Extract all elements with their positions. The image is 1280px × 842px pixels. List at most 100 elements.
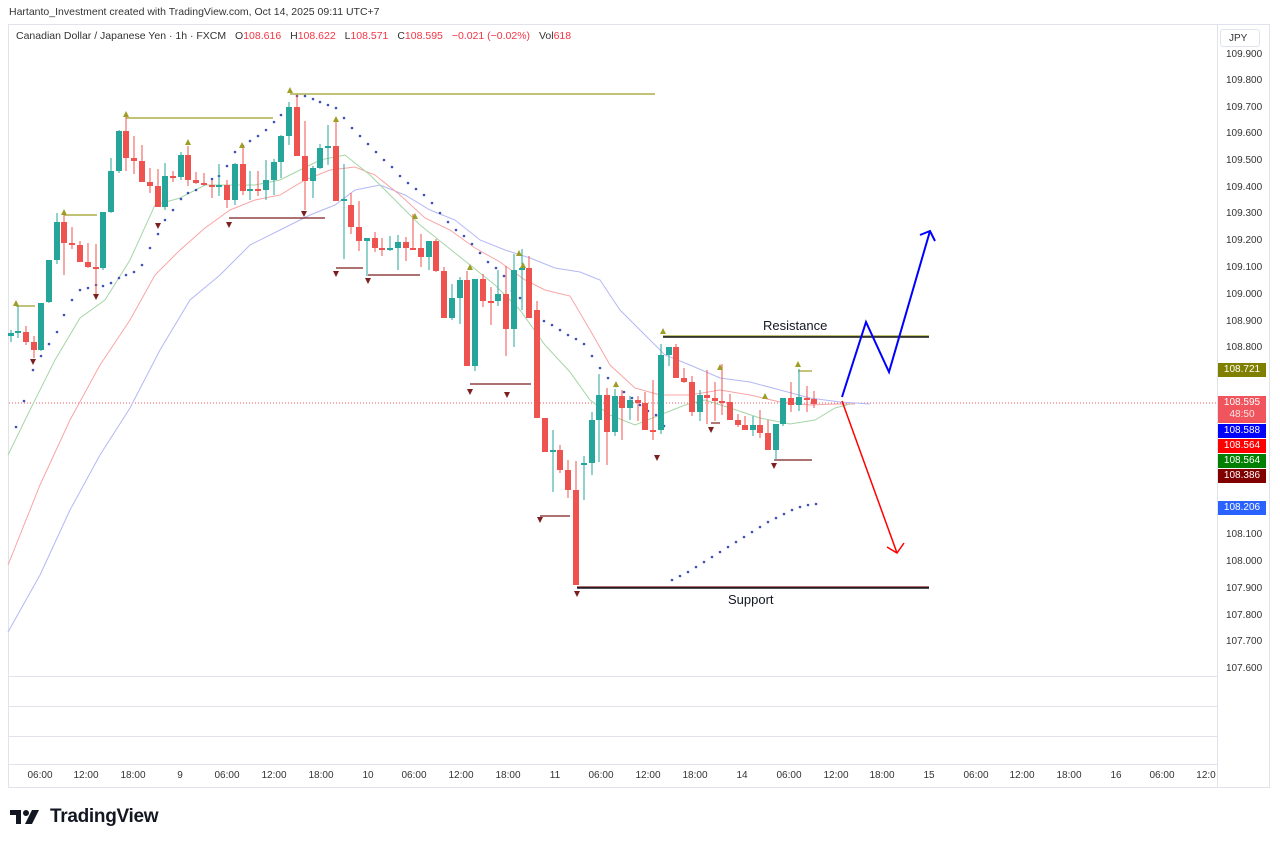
psar-dot [454,228,458,232]
last-price-value: 108.595 [1223,397,1261,408]
candle-body [325,146,331,148]
candle-body [796,397,802,405]
pane-divider[interactable] [9,736,1217,737]
candle-body [765,433,771,450]
candle-body [550,450,556,452]
low-value: 108.571 [350,30,389,42]
psar-dot [550,323,554,327]
candle-body [472,279,478,366]
psar-dot [494,266,498,270]
pivot-low-marker-icon [504,392,510,398]
psar-dot [406,181,410,185]
candle-body [147,182,153,186]
psar-dot [390,165,394,169]
change-value: −0.021 (−0.02%) [451,30,531,42]
psar-dot [622,390,626,394]
psar-dot [630,396,634,400]
candle-body [635,400,641,403]
pivot-low-marker-icon [654,455,660,461]
pivot-low-marker-icon [537,517,543,523]
candle-body [46,260,52,302]
time-tick-label: 14 [736,770,748,781]
time-tick-label: 9 [177,770,183,781]
psar-dot [78,288,82,292]
psar-dot [502,274,506,278]
candle-body [697,395,703,412]
candle-body [403,242,409,248]
candle-body [542,418,548,452]
price-badge: 108.588 [1218,424,1266,438]
time-tick-label: 12:00 [448,770,474,781]
pivot-low-marker-icon [155,223,161,229]
candle-body [302,156,308,181]
open-label: O [235,30,244,42]
psar-dot [179,197,183,201]
candle-body [712,398,718,401]
psar-dot [750,530,754,534]
psar-dot [758,525,762,529]
candle-body [565,470,571,490]
price-axis-separator [1217,24,1218,788]
pivot-low-marker-icon [365,278,371,284]
candle-body [480,279,486,301]
psar-dot [62,313,66,317]
psar-dot [558,328,562,332]
pane-divider[interactable] [9,676,1217,677]
psar-dot [342,116,346,120]
time-tick-label: 06:00 [27,770,53,781]
psar-dot [22,399,26,403]
psar-dot [86,286,90,290]
candle-body [673,347,679,378]
time-tick-label: 10 [362,770,374,781]
psar-dot [782,512,786,516]
price-tick-label: 107.900 [1226,583,1263,594]
time-tick-label: 18:00 [682,770,708,781]
tradingview-logo[interactable]: TradingView [10,806,159,828]
price-tick-label: 109.200 [1226,235,1263,246]
bullish-arrowhead-icon [919,229,936,242]
psar-dot [148,246,152,250]
candle-body [604,395,610,432]
psar-dot [694,565,698,569]
psar-dot [303,94,307,98]
psar-dot [109,281,113,285]
candle-body [317,148,323,168]
candle-body [488,301,494,303]
psar-dot [814,502,818,506]
psar-dot [171,208,175,212]
resistance-label: Resistance [763,318,828,333]
psar-dot [462,234,466,238]
candle-body [278,136,284,162]
pivot-low-marker-icon [226,222,232,228]
pivot-high-marker-icon [13,300,19,306]
psar-dot [486,260,490,264]
price-tick-label: 108.100 [1226,529,1263,540]
bearish-scenario-arrow [841,400,898,554]
psar-dot [279,113,283,117]
psar-dot [670,578,674,582]
pivot-high-marker-icon [287,87,293,93]
psar-dot [710,555,714,559]
candle-body [395,242,401,248]
candle-body [162,176,168,207]
time-tick-label: 12:0 [1196,770,1216,781]
pivot-low-marker-icon [30,359,36,365]
time-axis[interactable]: 06:00 12:00 18:00 9 06:00 12:00 18:00 10 06:00 12… [9,764,1217,788]
psar-dot [70,298,74,302]
psar-dot [742,535,746,539]
candle-body [596,395,602,420]
psar-dot [718,550,722,554]
symbol-title[interactable]: Canadian Dollar / Japanese Yen · 1h · FX… [16,30,227,42]
candle-body [627,400,633,408]
pane-divider[interactable] [9,706,1217,707]
psar-dot [382,158,386,162]
psar-dot [140,263,144,267]
psar-dot [156,232,160,236]
candle-body [108,171,114,212]
currency-button[interactable]: JPY [1220,29,1260,47]
candle-body [201,183,207,185]
candle-body [123,131,129,158]
candle-body [193,180,199,183]
psar-dot [256,134,260,138]
